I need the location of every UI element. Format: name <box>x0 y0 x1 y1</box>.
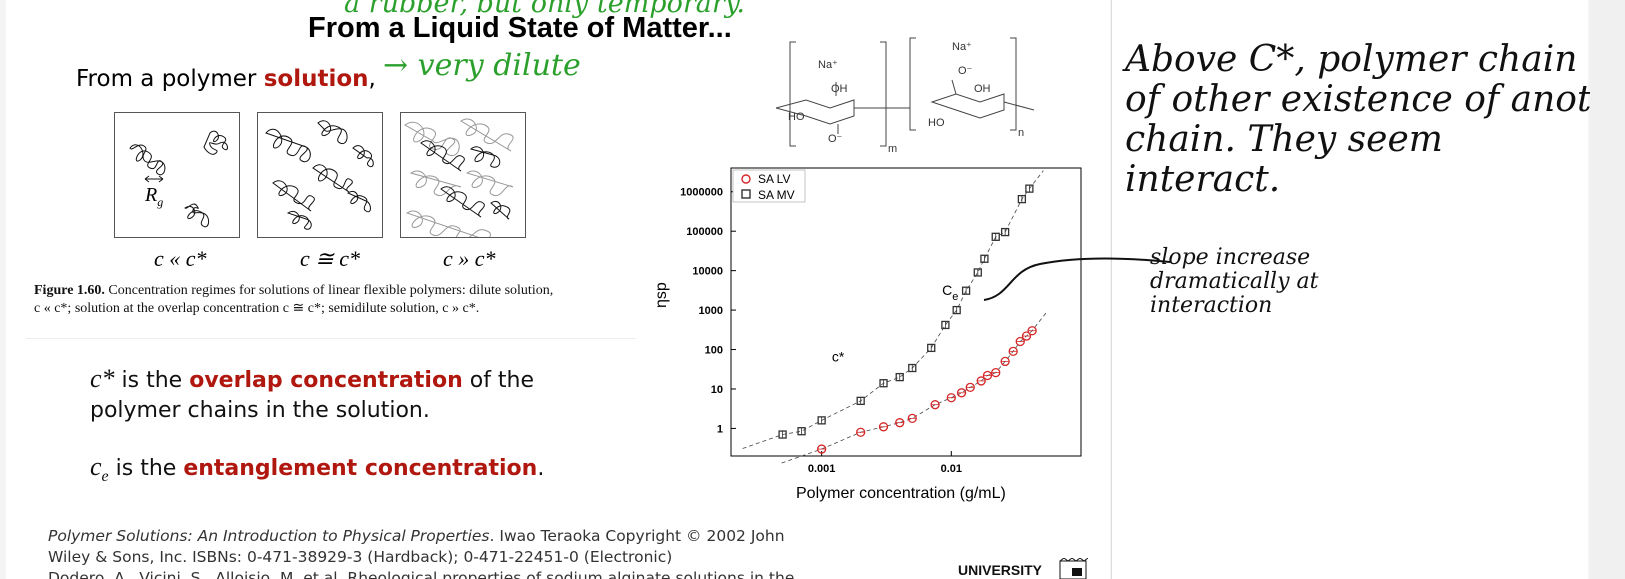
regime-box-dilute: Rg <box>114 112 240 238</box>
data-points <box>778 184 1037 454</box>
regime-label-dilute: c « c* <box>154 246 207 271</box>
legend-marker-sa-mv <box>741 189 751 199</box>
oh-label-1: OH <box>831 83 848 95</box>
regime-label-semidilute: c » c* <box>443 246 496 271</box>
y-tick-label: 10000 <box>692 266 723 278</box>
university-logo-text: UNIVERSITY <box>958 562 1043 578</box>
lead-highlight: solution <box>263 66 369 92</box>
lead-line: From a polymer solution, <box>76 66 376 92</box>
overlap-highlight: overlap concentration <box>189 368 463 393</box>
callout-arrow <box>983 257 1171 301</box>
x-tick-label: 0.001 <box>808 463 836 475</box>
semidilute-coils <box>404 118 514 244</box>
regime-box-overlap <box>257 112 383 238</box>
na-label-1: Na⁺ <box>818 59 838 71</box>
overlap-coils <box>265 120 374 230</box>
y-tick-label: 1000 <box>699 305 723 317</box>
rg-label: Rg <box>144 184 163 209</box>
annotation-cstar: c* <box>832 348 845 364</box>
y-tick-label: 100000 <box>686 226 723 238</box>
handwritten-annotation-top: a rubber, but only temporary. <box>344 0 745 19</box>
y-axis-title: ηsp <box>653 282 670 308</box>
figure-caption: Figure 1.60. Concentration regimes for s… <box>34 282 634 318</box>
handwritten-callout: slope increase dramatically at interacti… <box>1150 245 1319 318</box>
x-axis-title: Polymer concentration (g/mL) <box>796 485 1006 502</box>
x-axis-ticks: 0.001 0.01 <box>808 451 962 475</box>
y-tick-label: 1 <box>717 423 723 435</box>
caption-line1: Concentration regimes for solutions of l… <box>108 283 554 298</box>
entanglement-highlight: entanglement concentration <box>183 456 538 481</box>
legend-label-sa-lv: SA LV <box>758 172 790 186</box>
subscript-m: m <box>888 143 897 154</box>
y-tick-label: 100 <box>705 345 723 357</box>
caption-line2: c « c*; solution at the overlap concentr… <box>34 301 480 316</box>
definition-entanglement: ce is the entanglement concentration. <box>90 452 545 486</box>
lead-text: From a polymer <box>76 66 264 92</box>
divider <box>26 338 636 339</box>
regime-box-semidilute <box>400 112 526 244</box>
sodium-alginate-structure: Na⁺ Na⁺ OH OH HO HO O⁻ O⁻ m n <box>776 37 1035 154</box>
plot-frame <box>730 167 1082 457</box>
slide-title: From a Liquid State of Matter... <box>308 12 732 44</box>
lead-comma: , <box>368 66 376 92</box>
o-minus-label-2: O⁻ <box>958 65 973 77</box>
y-axis-ticks: 1 10 100 1000 10000 100000 1000000 <box>680 187 736 435</box>
caption-label: Figure 1.60. <box>34 283 105 298</box>
y-tick-label: 10 <box>711 384 723 396</box>
legend-marker-sa-lv <box>741 174 751 184</box>
cstar-symbol: c* <box>90 364 115 393</box>
viscosity-chart: 1 10 100 1000 10000 100000 1000000 0.001 0.01 S… <box>653 167 1082 502</box>
o-minus-label-1: O⁻ <box>828 133 843 145</box>
slide-canvas: a rubber, but only temporary. From a Liq… <box>6 0 1110 579</box>
handwritten-notes: Above C*, polymer chain of other existen… <box>1125 39 1625 200</box>
definition-overlap: c* is the overlap concentration of the p… <box>90 364 535 423</box>
vertical-scrollbar[interactable] <box>1590 0 1625 579</box>
notes-panel[interactable]: Above C*, polymer chain of other existen… <box>1111 0 1625 579</box>
x-tick-label: 0.01 <box>941 463 962 475</box>
handwritten-annotation-lead: → very dilute <box>383 48 581 83</box>
na-label-2: Na⁺ <box>952 41 972 53</box>
regime-label-overlap: c ≅ c* <box>300 246 360 271</box>
oh-label-2: OH <box>974 83 991 95</box>
subscript-n: n <box>1018 127 1024 139</box>
dilute-coils: Rg <box>129 130 228 228</box>
y-tick-label: 1000000 <box>680 187 723 199</box>
legend-label-sa-mv: SA MV <box>758 188 795 202</box>
ho-label-2: HO <box>928 117 945 129</box>
university-crest-icon <box>1058 557 1089 579</box>
legend: SA LV SA MV <box>732 169 806 203</box>
annotation-ce: Ce <box>942 282 958 303</box>
ce-symbol: ce <box>90 452 109 486</box>
ho-label-1: HO <box>788 111 805 123</box>
reference-text: Polymer Solutions: An Introduction to Ph… <box>48 527 795 579</box>
